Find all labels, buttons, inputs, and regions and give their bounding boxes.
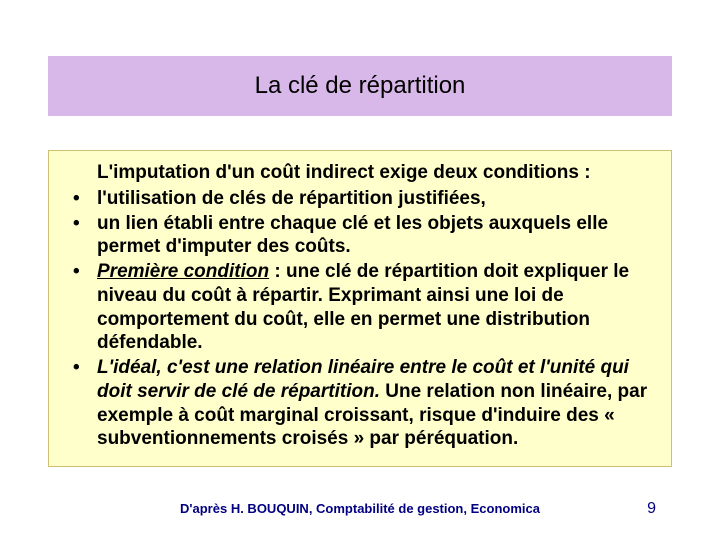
bullet-item: Première condition : une clé de répartit… [63,260,657,355]
intro-text: L'imputation d'un coût indirect exige de… [97,161,657,185]
bullet-list: l'utilisation de clés de répartition jus… [63,187,657,451]
footer-credit: D'après H. BOUQUIN, Comptabilité de gest… [0,501,720,516]
slide: La clé de répartition L'imputation d'un … [0,0,720,540]
bullet-item: un lien établi entre chaque clé et les o… [63,212,657,260]
title-box: La clé de répartition [48,56,672,116]
bullet-item: L'idéal, c'est une relation linéaire ent… [63,356,657,451]
slide-title: La clé de répartition [255,72,466,100]
page-number: 9 [647,500,656,518]
content-box: L'imputation d'un coût indirect exige de… [48,150,672,467]
bullet-item: l'utilisation de clés de répartition jus… [63,187,657,211]
